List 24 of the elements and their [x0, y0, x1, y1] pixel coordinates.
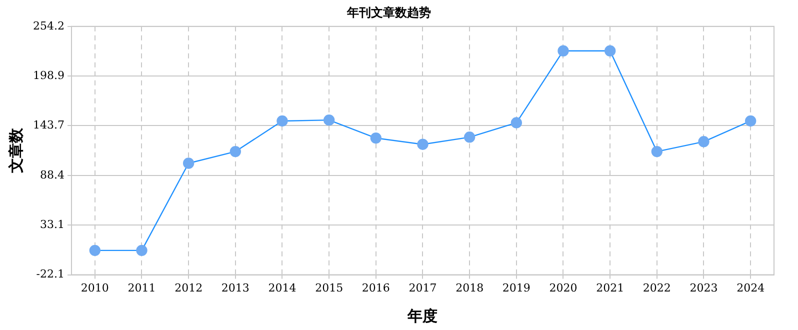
x-tick-label: 2018: [456, 281, 484, 294]
y-axis-title: 文章数: [6, 127, 25, 174]
y-tick-label: 33.1: [40, 218, 64, 232]
x-tick-label: 2024: [736, 281, 765, 294]
x-tick-label: 2017: [408, 281, 437, 294]
x-tick-label: 2011: [128, 281, 156, 294]
x-tick-label: 2014: [268, 281, 296, 294]
y-tick-label: 254.2: [32, 19, 64, 32]
chart-title: 年刊文章数趋势: [346, 5, 431, 20]
x-tick-label: 2012: [174, 281, 203, 294]
x-tick-label: 2010: [80, 281, 109, 294]
x-tick-label: 2015: [315, 281, 344, 294]
x-axis-title: 年度: [406, 306, 438, 325]
y-tick-label: -22.1: [36, 268, 64, 281]
x-tick-label: 2021: [596, 281, 624, 294]
x-tick-label: 2022: [642, 281, 671, 294]
y-tick-label: 198.9: [32, 68, 64, 82]
x-tick-label: 2019: [502, 281, 530, 294]
x-tick-label: 2023: [690, 281, 718, 294]
x-tick-label: 2013: [221, 281, 250, 294]
x-tick-label: 2020: [549, 281, 578, 294]
y-tick-label: 143.7: [32, 118, 64, 132]
y-tick-label: 88.4: [40, 168, 64, 182]
x-tick-label: 2016: [362, 281, 390, 294]
